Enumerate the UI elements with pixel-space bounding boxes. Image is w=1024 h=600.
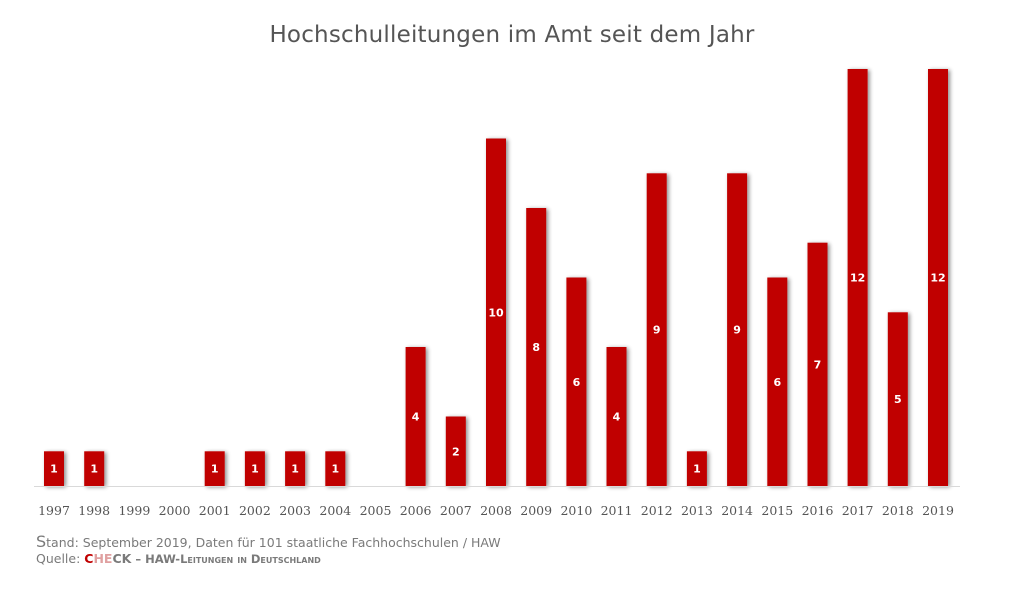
data-label-2016: 7 (814, 358, 822, 371)
x-tick-label-2000: 2000 (159, 503, 191, 518)
data-label-2003: 1 (291, 463, 299, 476)
x-tick-label-1997: 1997 (38, 503, 70, 518)
bar-2019 (928, 69, 948, 486)
data-label-2010: 6 (573, 376, 581, 389)
x-tick-label-2016: 2016 (802, 503, 834, 518)
data-label-2019: 12 (930, 272, 945, 285)
bar-2014 (727, 173, 748, 487)
x-tick-label-2011: 2011 (601, 503, 633, 518)
data-label-2002: 1 (251, 463, 259, 476)
data-label-2004: 1 (331, 463, 339, 476)
stand-initial: S (36, 532, 47, 551)
data-label-2001: 1 (211, 463, 219, 476)
bar-2015 (767, 277, 788, 486)
bar-2011 (606, 347, 627, 486)
x-tick-label-2015: 2015 (761, 503, 793, 518)
x-tick-label-2002: 2002 (239, 503, 271, 518)
data-label-1997: 1 (50, 463, 58, 476)
bar-chart: 1 1 1 1 1 1 4 2 10 8 6 4 9 1 9 6 7 12 5 12 1997 1998 1999 2000… (34, 69, 960, 518)
x-tick-label-2012: 2012 (641, 503, 673, 518)
data-label-2007: 2 (452, 445, 460, 458)
data-label-2014: 9 (733, 324, 741, 337)
source-note: Quelle: CHECK – HAW-Leitungen in Deutsch… (36, 551, 321, 566)
bar-2001 (204, 451, 225, 487)
source-label: Quelle: (36, 551, 85, 566)
x-tick-label-2005: 2005 (360, 503, 392, 518)
x-tick-label-2013: 2013 (681, 503, 713, 518)
x-tick-label-2018: 2018 (882, 503, 914, 518)
x-tick-label-2003: 2003 (279, 503, 311, 518)
data-label-2009: 8 (532, 341, 540, 354)
x-tick-label-2001: 2001 (199, 503, 231, 518)
x-tick-label-1998: 1998 (78, 503, 110, 518)
data-label-2017: 12 (850, 272, 865, 285)
x-tick-label-2008: 2008 (480, 503, 512, 518)
bar-2013 (686, 451, 707, 487)
bar-1997 (44, 451, 64, 487)
bar-2002 (244, 451, 265, 487)
data-label-2012: 9 (653, 324, 661, 337)
x-tick-label-2014: 2014 (721, 503, 753, 518)
bar-2012 (646, 173, 667, 487)
bar-1998 (84, 451, 105, 487)
bar-2004 (325, 451, 346, 487)
data-label-2018: 5 (894, 393, 902, 406)
brand-c: C (84, 551, 94, 566)
data-label-2006: 4 (412, 411, 420, 424)
bar-2003 (285, 451, 306, 487)
bar-2009 (526, 208, 547, 486)
bar-2016 (807, 242, 828, 486)
data-label-2013: 1 (693, 463, 701, 476)
bar-2010 (566, 277, 587, 486)
brand-ck: CK (112, 551, 132, 566)
bar-2018 (887, 312, 908, 487)
data-label-2011: 4 (613, 411, 621, 424)
x-tick-label-2007: 2007 (440, 503, 472, 518)
stand-note: Stand: September 2019, Daten für 101 sta… (36, 532, 501, 551)
data-label-2015: 6 (773, 376, 781, 389)
x-tick-label-2019: 2019 (922, 503, 954, 518)
x-tick-label-2004: 2004 (319, 503, 351, 518)
x-tick-label-2009: 2009 (520, 503, 552, 518)
bar-2017 (847, 69, 868, 486)
x-tick-label-2010: 2010 (560, 503, 592, 518)
data-label-1998: 1 (90, 463, 98, 476)
data-label-2008: 10 (488, 306, 504, 319)
source-text: – HAW-Leitungen in Deutschland (131, 552, 321, 566)
x-tick-label-2006: 2006 (400, 503, 432, 518)
bar-2007 (445, 416, 466, 486)
bar-2006 (405, 347, 426, 486)
brand-he: HE (93, 551, 113, 566)
bar-2008 (486, 138, 506, 486)
x-tick-label-2017: 2017 (842, 503, 874, 518)
stand-text: tand: September 2019, Daten für 101 staa… (46, 535, 501, 550)
chart-title: Hochschulleitungen im Amt seit dem Jahr (269, 22, 755, 48)
x-tick-label-1999: 1999 (118, 503, 150, 518)
